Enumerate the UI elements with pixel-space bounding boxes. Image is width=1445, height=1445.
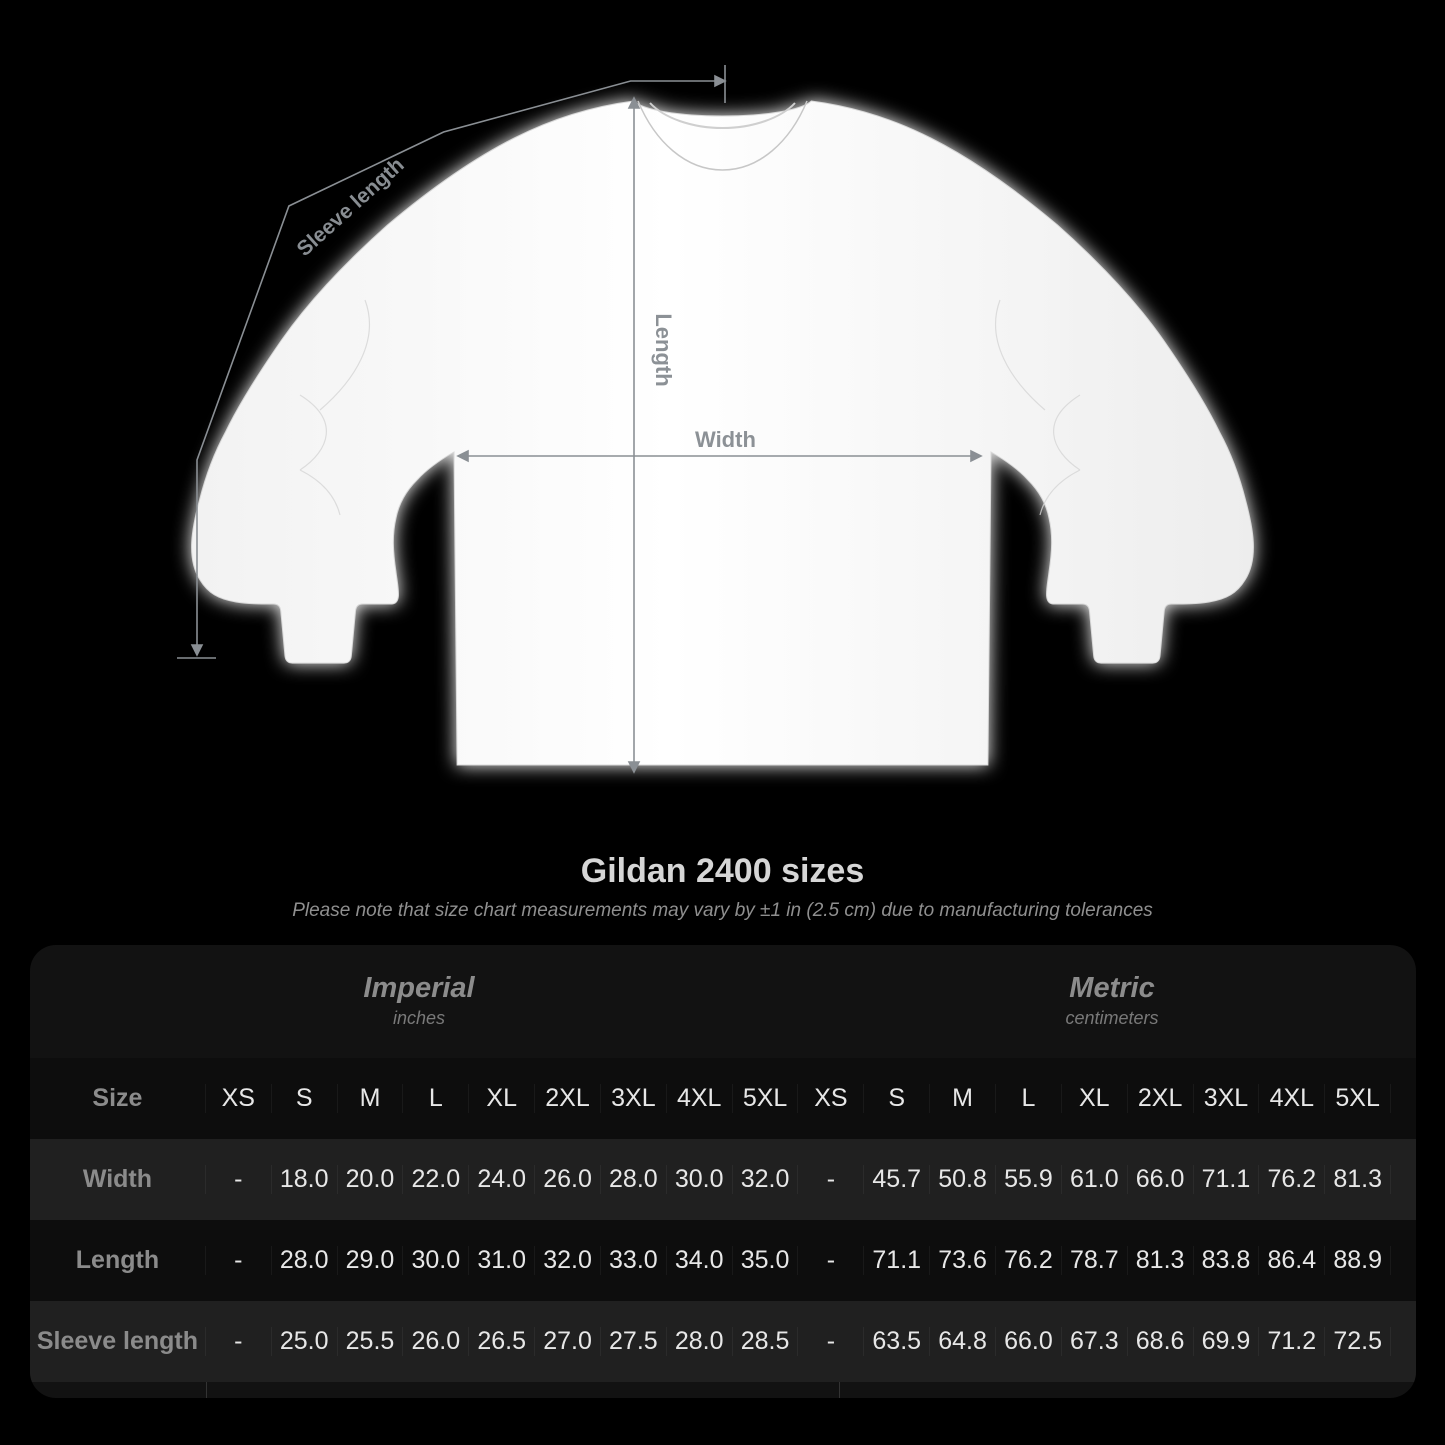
svg-text:Length: Length bbox=[651, 313, 676, 386]
svg-text:Width: Width bbox=[695, 427, 756, 452]
